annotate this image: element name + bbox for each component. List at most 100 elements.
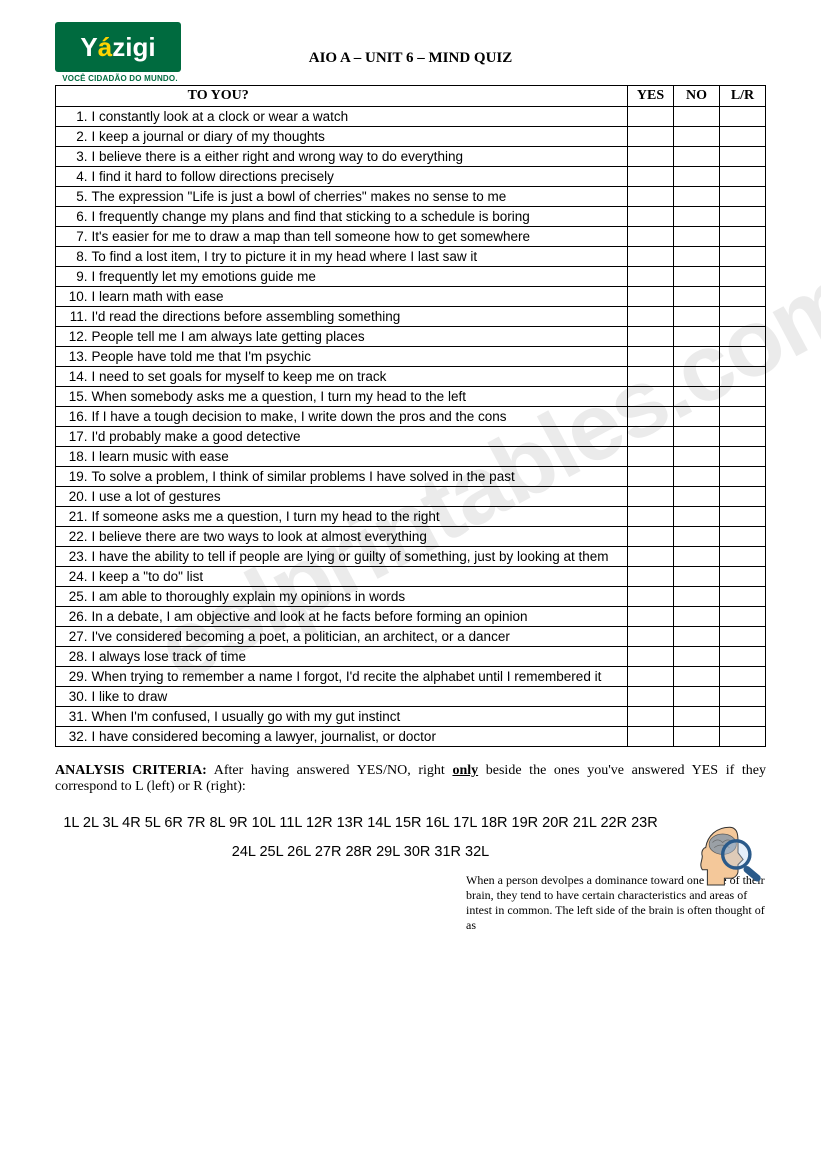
answer-cell-no[interactable] [674,207,720,227]
answer-cell-lr[interactable] [720,427,766,447]
answer-cell-no[interactable] [674,667,720,687]
answer-cell-yes[interactable] [628,607,674,627]
answer-cell-no[interactable] [674,707,720,727]
answer-cell-lr[interactable] [720,627,766,647]
answer-cell-yes[interactable] [628,587,674,607]
answer-cell-no[interactable] [674,327,720,347]
answer-cell-lr[interactable] [720,467,766,487]
row-number: 21. [56,507,90,527]
answer-cell-lr[interactable] [720,287,766,307]
answer-cell-lr[interactable] [720,707,766,727]
answer-cell-no[interactable] [674,547,720,567]
answer-cell-no[interactable] [674,267,720,287]
answer-cell-lr[interactable] [720,387,766,407]
answer-cell-yes[interactable] [628,347,674,367]
answer-cell-yes[interactable] [628,367,674,387]
answer-cell-yes[interactable] [628,247,674,267]
answer-cell-lr[interactable] [720,687,766,707]
answer-cell-yes[interactable] [628,547,674,567]
answer-cell-lr[interactable] [720,367,766,387]
answer-cell-yes[interactable] [628,487,674,507]
answer-cell-lr[interactable] [720,527,766,547]
answer-cell-yes[interactable] [628,327,674,347]
logo-badge: Yázigi [55,22,181,72]
answer-cell-no[interactable] [674,607,720,627]
answer-cell-no[interactable] [674,187,720,207]
answer-cell-yes[interactable] [628,467,674,487]
answer-cell-no[interactable] [674,647,720,667]
answer-cell-no[interactable] [674,627,720,647]
answer-cell-no[interactable] [674,427,720,447]
answer-cell-lr[interactable] [720,647,766,667]
answer-cell-lr[interactable] [720,407,766,427]
answer-cell-yes[interactable] [628,167,674,187]
answer-cell-lr[interactable] [720,307,766,327]
answer-cell-lr[interactable] [720,167,766,187]
answer-cell-lr[interactable] [720,667,766,687]
answer-cell-lr[interactable] [720,107,766,127]
answer-cell-no[interactable] [674,227,720,247]
answer-cell-no[interactable] [674,527,720,547]
answer-cell-yes[interactable] [628,507,674,527]
answer-cell-no[interactable] [674,367,720,387]
answer-cell-no[interactable] [674,167,720,187]
answer-cell-lr[interactable] [720,207,766,227]
answer-cell-yes[interactable] [628,267,674,287]
answer-cell-no[interactable] [674,567,720,587]
answer-cell-lr[interactable] [720,607,766,627]
answer-cell-yes[interactable] [628,707,674,727]
answer-cell-yes[interactable] [628,727,674,747]
answer-cell-no[interactable] [674,687,720,707]
answer-cell-no[interactable] [674,127,720,147]
answer-cell-lr[interactable] [720,247,766,267]
answer-cell-lr[interactable] [720,727,766,747]
answer-cell-lr[interactable] [720,327,766,347]
answer-cell-yes[interactable] [628,287,674,307]
answer-cell-no[interactable] [674,487,720,507]
answer-cell-lr[interactable] [720,347,766,367]
answer-cell-lr[interactable] [720,567,766,587]
answer-cell-lr[interactable] [720,507,766,527]
answer-cell-yes[interactable] [628,427,674,447]
answer-cell-no[interactable] [674,727,720,747]
answer-cell-yes[interactable] [628,647,674,667]
answer-cell-no[interactable] [674,347,720,367]
answer-cell-no[interactable] [674,107,720,127]
answer-cell-yes[interactable] [628,567,674,587]
answer-cell-yes[interactable] [628,187,674,207]
answer-cell-lr[interactable] [720,547,766,567]
answer-cell-yes[interactable] [628,387,674,407]
answer-cell-no[interactable] [674,447,720,467]
answer-cell-no[interactable] [674,507,720,527]
answer-cell-no[interactable] [674,467,720,487]
answer-cell-lr[interactable] [720,587,766,607]
answer-cell-lr[interactable] [720,127,766,147]
answer-cell-yes[interactable] [628,307,674,327]
answer-cell-yes[interactable] [628,447,674,467]
answer-cell-yes[interactable] [628,107,674,127]
answer-cell-yes[interactable] [628,687,674,707]
answer-cell-lr[interactable] [720,487,766,507]
answer-cell-yes[interactable] [628,127,674,147]
answer-cell-lr[interactable] [720,267,766,287]
answer-cell-yes[interactable] [628,627,674,647]
answer-cell-yes[interactable] [628,407,674,427]
answer-cell-no[interactable] [674,307,720,327]
answer-cell-no[interactable] [674,387,720,407]
answer-cell-yes[interactable] [628,527,674,547]
answer-cell-lr[interactable] [720,187,766,207]
answer-cell-no[interactable] [674,147,720,167]
answer-cell-no[interactable] [674,247,720,267]
answer-cell-yes[interactable] [628,147,674,167]
answer-cell-lr[interactable] [720,147,766,167]
answer-cell-lr[interactable] [720,447,766,467]
answer-cell-yes[interactable] [628,667,674,687]
answer-cell-lr[interactable] [720,227,766,247]
answer-cell-no[interactable] [674,407,720,427]
answer-cell-no[interactable] [674,587,720,607]
row-statement: I like to draw [90,687,628,707]
answer-cell-yes[interactable] [628,207,674,227]
answer-cell-no[interactable] [674,287,720,307]
answer-cell-yes[interactable] [628,227,674,247]
table-row: 2.I keep a journal or diary of my though… [56,127,766,147]
